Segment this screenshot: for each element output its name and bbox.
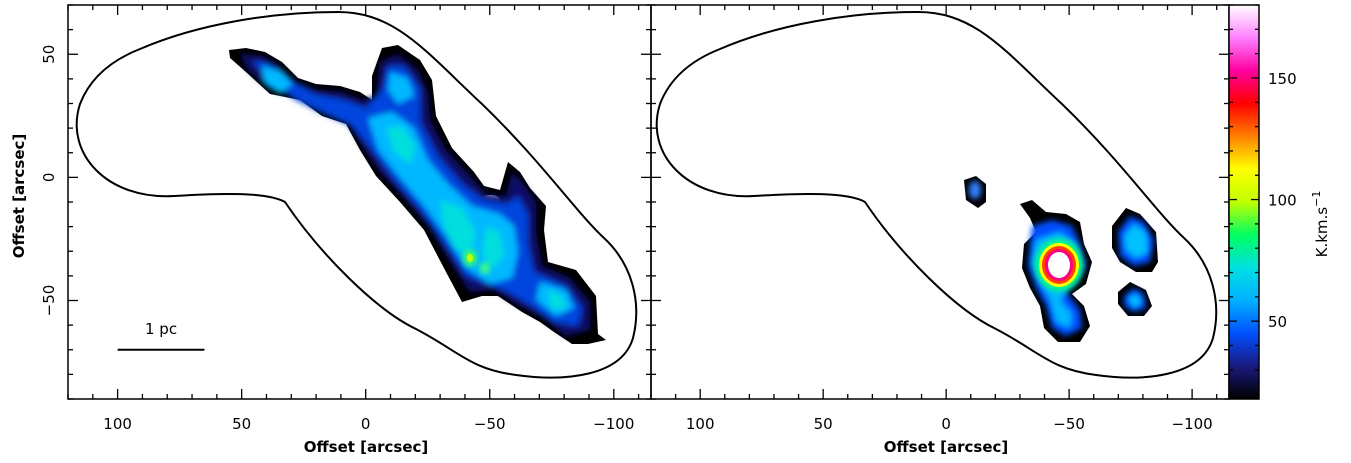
left-y-axis-title: Offset [arcsec] — [10, 134, 28, 259]
right-x-tick-label: 50 — [814, 415, 833, 433]
colorbar-gradient — [1228, 4, 1260, 400]
left-x-axis-title: Offset [arcsec] — [304, 438, 429, 456]
right-x-tick-label: 100 — [686, 415, 715, 433]
left-y-tick-label: 0 — [40, 173, 58, 183]
colorbar-ticks — [1229, 4, 1259, 395]
right-x-tick-label: 0 — [941, 415, 951, 433]
left-y-tick-label: −50 — [40, 285, 58, 317]
left-x-tick-label: −100 — [593, 415, 634, 433]
colorbar-tick-label: 50 — [1268, 313, 1287, 331]
right-panel: 100 50 0 −50 −100 Offset [arcsec] — [650, 4, 1230, 456]
left-survey-boundary — [75, 10, 638, 379]
left-x-tick-label: 100 — [103, 415, 132, 433]
left-y-tick-labels: 50 0 −50 — [40, 45, 58, 317]
left-x-tick-label: 0 — [361, 415, 371, 433]
colorbar-tick-label: 150 — [1268, 70, 1297, 88]
colorbar-unit: K.km.s — [1313, 207, 1331, 258]
left-x-tick-labels: 100 50 0 −50 −100 — [103, 415, 634, 433]
left-panel: 100 50 0 −50 −100 50 0 −50 1 pc Offset [arcsec… — [10, 4, 652, 456]
left-emission-map — [75, 10, 638, 379]
right-x-axis-title: Offset [arcsec] — [884, 438, 1009, 456]
scalebar: 1 pc — [117, 320, 205, 351]
right-survey-boundary — [655, 10, 1218, 379]
left-emission-peaks — [463, 250, 490, 274]
right-x-tick-label: −50 — [1053, 415, 1085, 433]
right-ticks — [650, 4, 1229, 400]
left-plot-frame — [67, 4, 652, 400]
right-x-tick-label: −100 — [1172, 415, 1213, 433]
left-emission-structure — [240, 54, 590, 336]
colorbar-title: K.km.s−1 — [1310, 191, 1331, 258]
right-x-tick-labels: 100 50 0 −50 −100 — [686, 415, 1213, 433]
right-emission-peak — [1035, 239, 1083, 291]
right-emission-map — [655, 10, 1218, 379]
left-y-tick-label: 50 — [40, 45, 58, 64]
colorbar-tick-label: 100 — [1268, 192, 1297, 210]
left-ticks — [67, 4, 651, 400]
colorbar-tick-labels: 50 100 150 — [1268, 70, 1297, 331]
left-x-tick-label: −50 — [474, 415, 506, 433]
colorbar-unit-exponent: −1 — [1310, 191, 1323, 207]
right-plot-frame — [650, 4, 1230, 400]
colorbar: 50 100 150 K.km.s−1 — [1228, 4, 1331, 400]
left-x-tick-label: 50 — [232, 415, 251, 433]
scalebar-label: 1 pc — [145, 320, 177, 338]
